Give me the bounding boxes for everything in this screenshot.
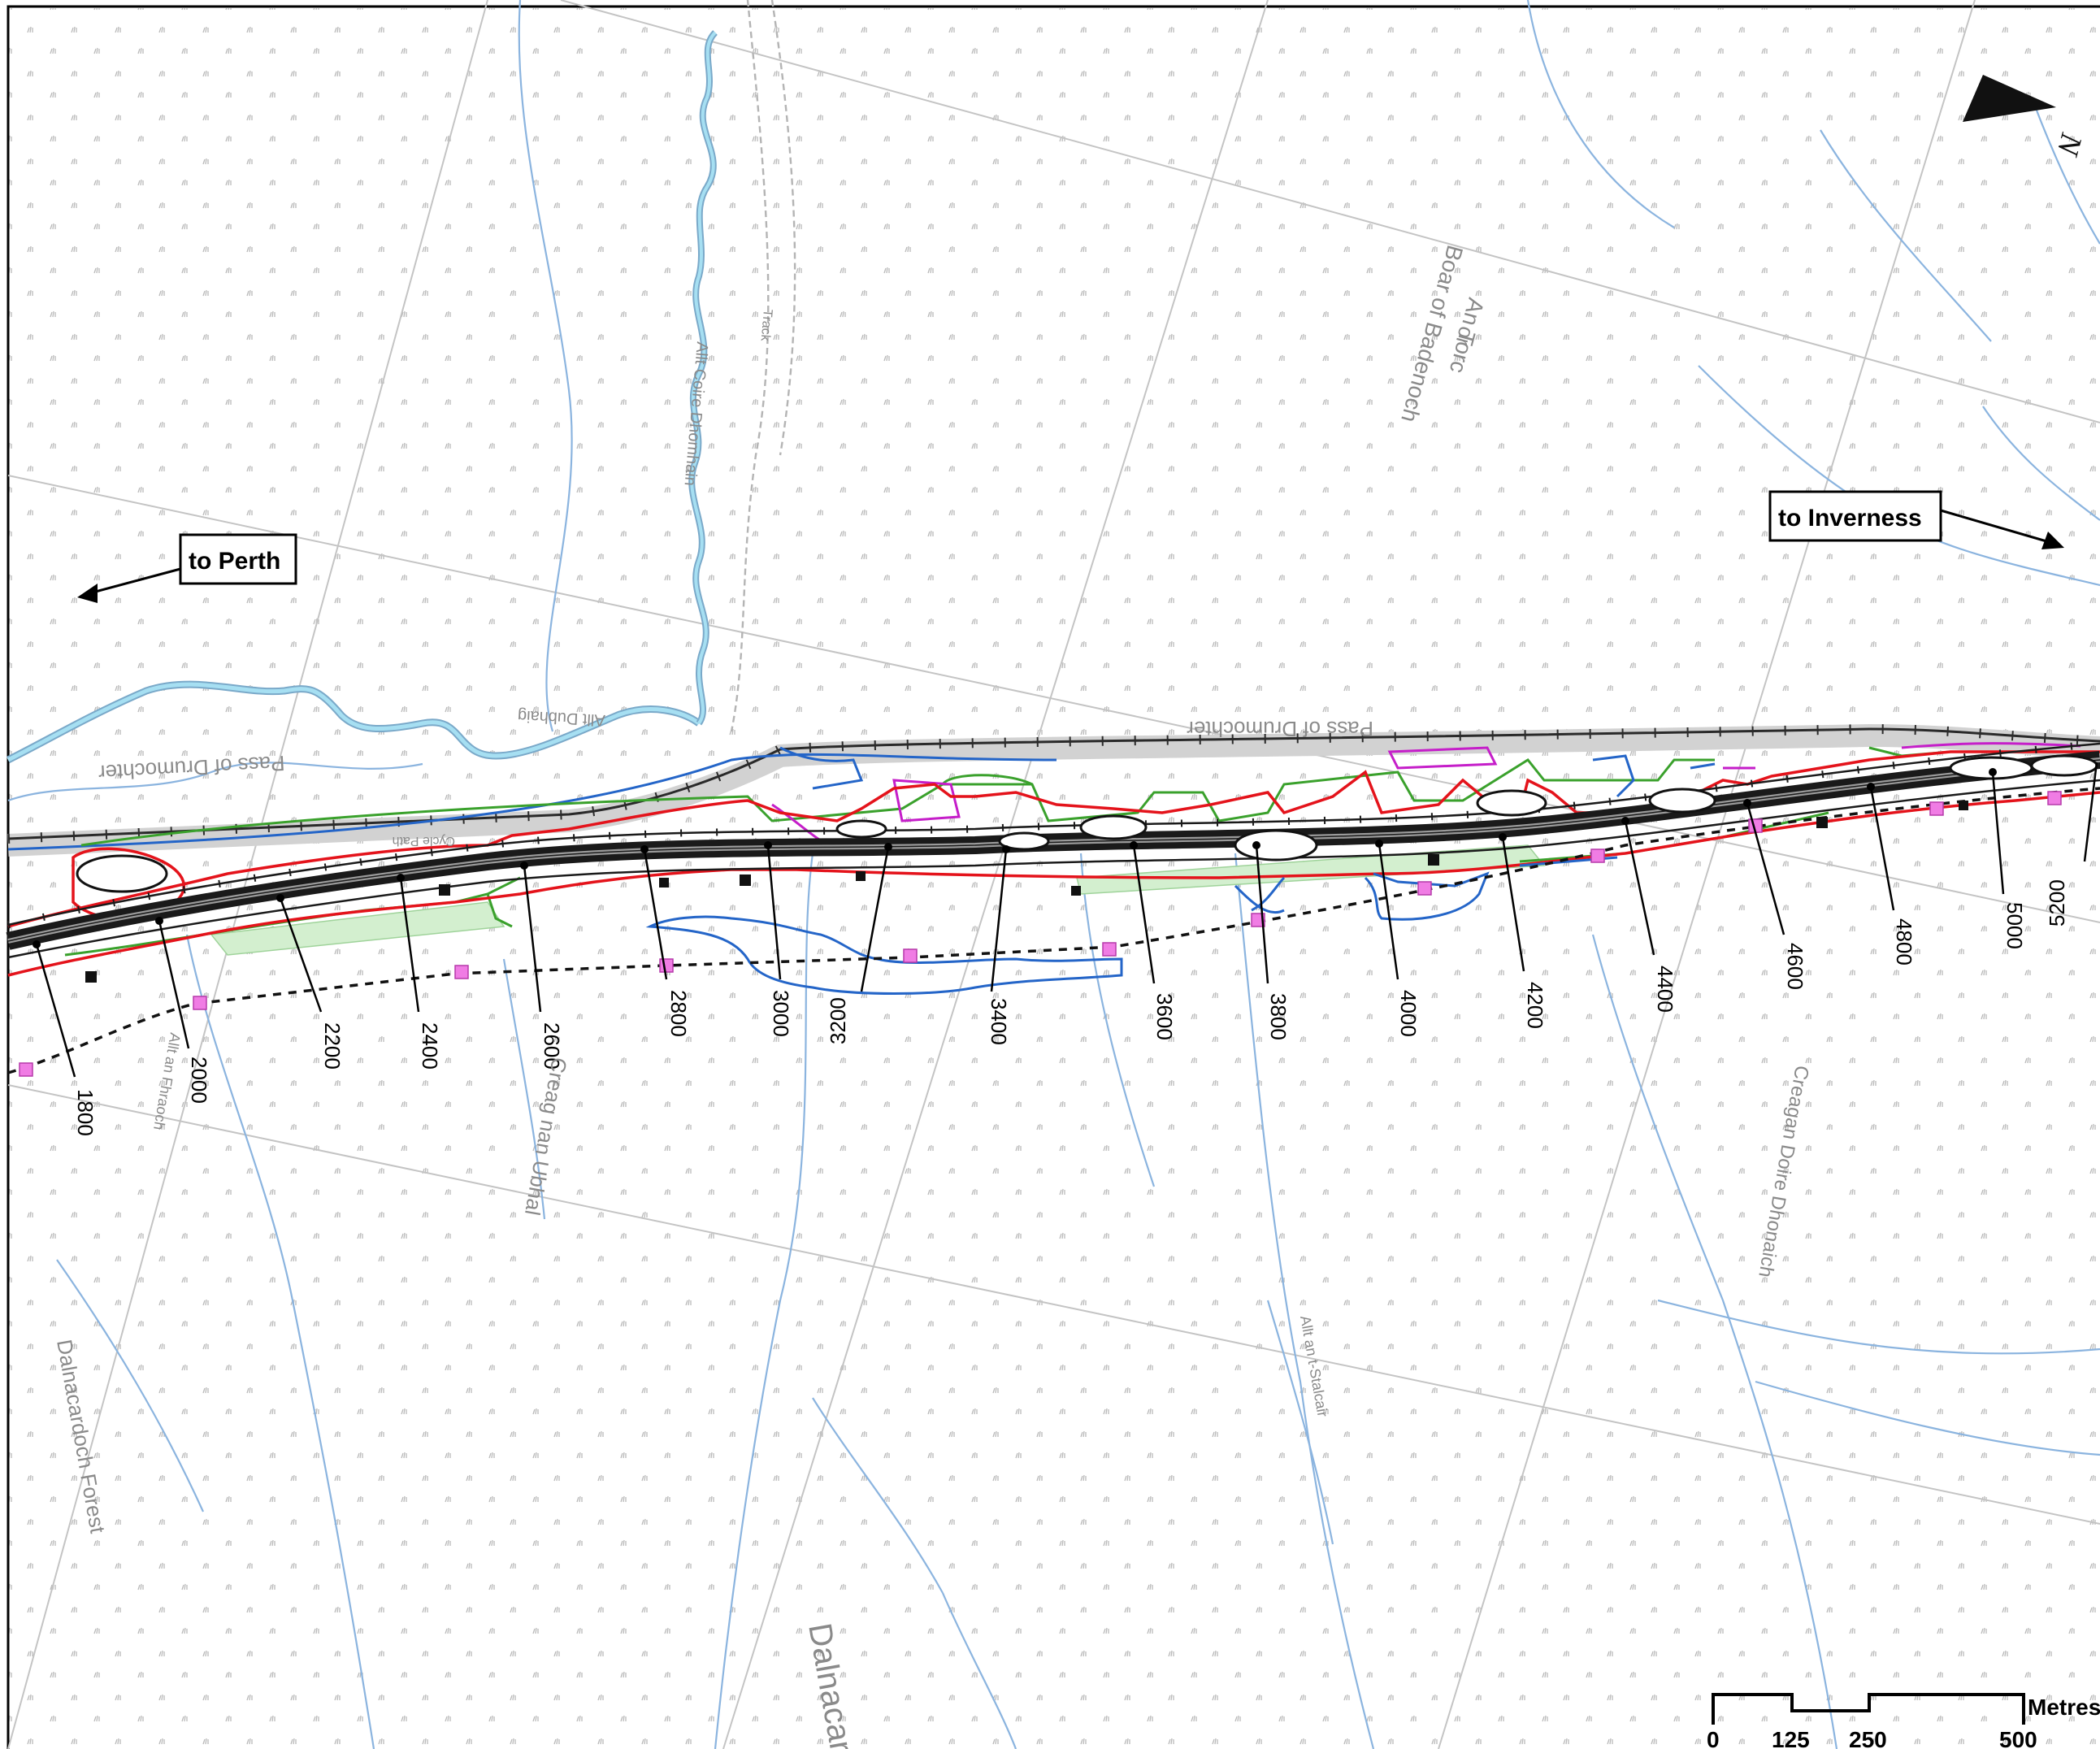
scale-tick: 125 [1772,1727,1810,1749]
dotted-alignment [7,787,2100,1074]
chainage-label: 3400 [987,998,1011,1045]
callout-perth-text: to Perth [189,548,280,575]
chainage-markers: 1800 2000 2200 2400 2600 2800 3000 3200 … [33,762,2098,1136]
chainage-label: 3200 [826,997,850,1044]
chainage-label: 1800 [73,1089,98,1136]
chainage-label: 5000 [2002,902,2027,949]
blue-boundary-north [7,753,1057,851]
callout-perth: to Perth [77,533,297,603]
map-frame [7,5,2100,1749]
chainage-label: 3000 [769,990,793,1037]
chainage-label: 2800 [666,990,691,1037]
chainage-label: 2400 [418,1022,442,1070]
grid-lines [7,0,2100,1749]
chainage-label: 3800 [1266,993,1291,1040]
streams [7,0,2100,1749]
chainage-label: 2000 [187,1057,211,1104]
chainage-label: 4200 [1523,982,1547,1029]
proposed-carriageway [6,740,2100,959]
chainage-label: 5200 [2045,879,2069,927]
chainage-label: 4600 [1783,943,1807,990]
scale-bar: Metres 0 125 250 500 [1707,1693,2100,1749]
scale-tick: 250 [1849,1727,1887,1749]
railway-ties [7,723,2100,844]
chainage-label: 3600 [1152,993,1177,1040]
structures [85,801,1968,983]
place-label: Track [757,309,774,343]
chainage-label: 4800 [1892,918,1916,966]
chainage-label: 2200 [320,1022,345,1070]
magenta-areas [771,742,2081,847]
chainage-label: 2600 [540,1022,564,1070]
scale-tick: 0 [1707,1727,1720,1749]
existing-road-band [7,723,2100,857]
place-label: Pass of Drumochter [1187,717,1373,741]
chainage-label: 4000 [1396,990,1421,1037]
chainage-label: 4400 [1653,966,1677,1013]
scale-tick: 500 [1999,1727,2037,1749]
earthworks [76,754,2098,893]
river [6,30,718,764]
callout-inverness-text: to Inverness [1778,505,1922,532]
tracks [730,0,796,732]
scale-unit: Metres [2028,1695,2100,1720]
place-label: Cycle Path [393,834,455,848]
callout-inverness: to Inverness [1768,490,2064,549]
green-fill-areas [210,844,1546,956]
